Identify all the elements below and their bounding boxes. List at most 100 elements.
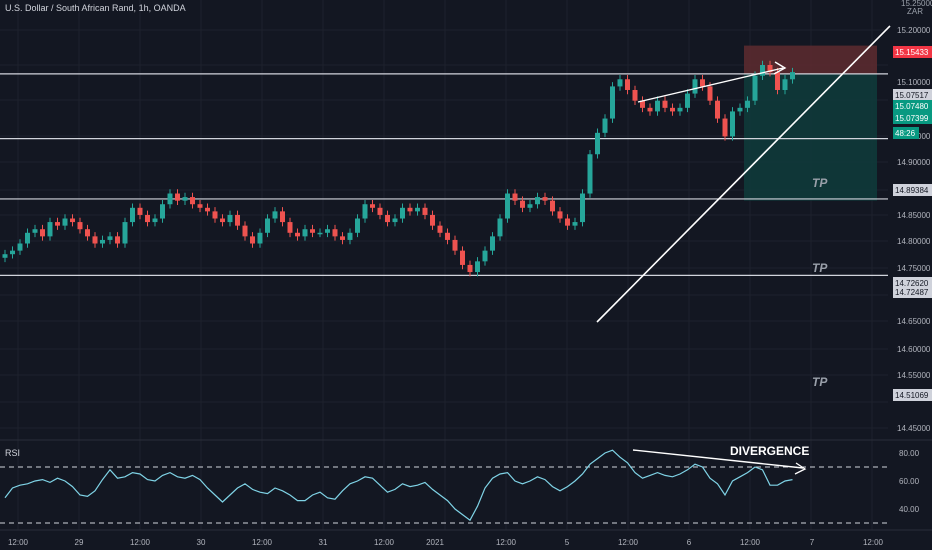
price-label-bg [893,46,932,58]
price-label-bg [893,127,919,139]
divergence-price-line [637,67,784,103]
candle-body [490,236,495,251]
candle-body [220,218,225,223]
candle-body [467,264,473,273]
candle-body [242,225,248,237]
candle-body [370,204,375,208]
price-label-text: 15.07399 [895,114,929,123]
candle-body [32,229,38,233]
candle-body [572,222,578,226]
candle-body [610,86,615,119]
candle-body [392,218,398,223]
candle-body [115,236,120,244]
candle-body [400,207,405,219]
candle-body [475,261,480,273]
chart-title: U.S. Dollar / South African Rand, 1h, OA… [5,3,186,13]
candle-body [47,222,53,237]
candle-body [557,211,563,219]
time-tick: 12:00 [252,538,273,547]
candle-body [565,218,570,226]
candle-body [692,79,698,94]
candle-body [685,93,690,108]
candle-body [655,100,660,112]
candle-body [535,197,540,205]
candle-body [407,207,413,212]
candle-body [212,211,218,219]
rsi-tick: 60.00 [899,477,920,486]
time-tick: 6 [687,538,692,547]
price-label-text: 14.51069 [895,391,929,400]
arrow-icon [794,462,807,475]
price-tick: 14.65000 [897,317,931,326]
price-label: 14.51069 [893,389,932,401]
candle-body [265,218,270,233]
stop-loss-zone [744,45,877,74]
candle-body [715,100,720,119]
rising-trendline [596,25,891,323]
time-tick: 12:00 [740,538,761,547]
time-tick: 12:00 [496,538,517,547]
rsi-line [4,449,793,522]
candle-body [310,229,315,233]
candle-body [160,204,165,219]
candle-body [122,222,128,244]
candle-body [10,250,15,255]
candle-body [280,211,285,223]
candle-body [347,232,353,240]
price-tick: 14.90000 [897,158,931,167]
price-label-text: 15.15433 [895,48,929,57]
candle-body [235,214,240,226]
candle-body [295,232,300,237]
take-profit-zone [744,73,877,201]
candle-body [197,204,203,208]
candle-body [287,222,293,233]
candle-body [722,118,728,137]
price-label: 48:26 [893,127,919,139]
candle-body [130,207,135,223]
candle-body [790,72,795,80]
candle-body [602,118,608,133]
candle-body [482,250,488,262]
candle-body [737,107,743,112]
time-tick: 2021 [426,538,444,547]
price-label: 14.89384 [893,184,932,196]
price-label-text: 14.89384 [895,186,929,195]
price-label: 15.07399 [893,112,932,124]
price-label: 14.72487 [893,286,932,298]
candle-body [2,254,8,258]
candle-body [40,229,45,237]
price-tick: 14.80000 [897,237,931,246]
candle-body [227,214,233,223]
candle-body [152,218,158,223]
price-tick: 14.85000 [897,211,931,220]
candle-body [332,229,338,237]
candle-body [700,79,705,87]
candle-body [745,100,750,108]
candle-body [175,193,180,201]
arrow-icon [773,61,787,75]
candle-body [430,214,435,226]
price-label-bg [893,389,932,401]
candle-body [257,232,263,244]
price-label-text: 14.72620 [895,279,929,288]
divergence-label: DIVERGENCE [730,444,809,458]
candle-body [137,207,143,215]
price-label-text: 48:26 [895,129,916,138]
candle-body [730,111,735,137]
candle-body [107,236,113,240]
price-label: 15.15433 [893,46,932,58]
time-tick: 12:00 [130,538,151,547]
candle-body [85,229,90,237]
price-label: 15.07517 [893,89,932,101]
candle-body [415,207,420,212]
time-tick: 29 [75,538,84,547]
price-tick: 14.60000 [897,345,931,354]
rsi-tick: 40.00 [899,505,920,514]
time-tick: 30 [197,538,206,547]
candle-body [707,86,713,101]
candle-body [92,236,98,244]
candle-body [325,229,330,233]
take-profit-label: TP [812,261,828,275]
